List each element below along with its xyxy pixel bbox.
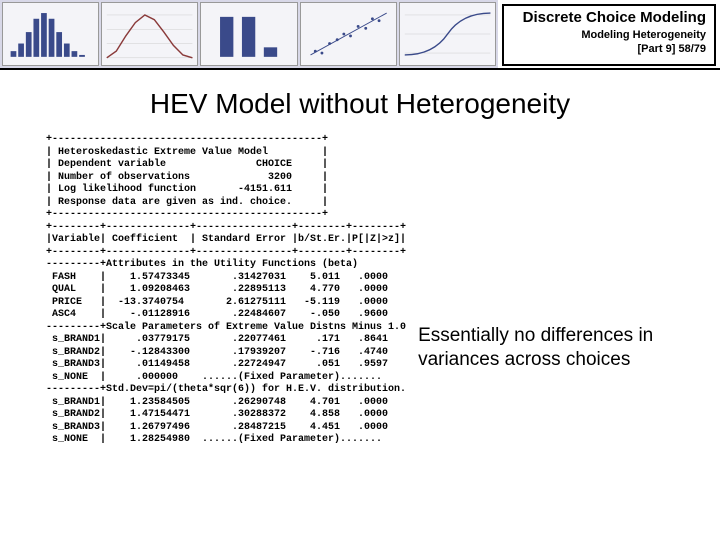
mini-chart-line — [101, 2, 198, 66]
model-output: +---------------------------------------… — [46, 134, 406, 447]
title-part: [Part 9] 58/79 — [512, 43, 706, 55]
mini-chart-histogram — [2, 2, 99, 66]
side-note: Essentially no differences in variances … — [418, 134, 700, 447]
title-box: Discrete Choice Modeling Modeling Hetero… — [502, 4, 716, 66]
title-main: Discrete Choice Modeling — [512, 10, 706, 27]
mini-chart-scatter — [300, 2, 397, 66]
mini-chart-bars — [200, 2, 297, 66]
header-band: Discrete Choice Modeling Modeling Hetero… — [0, 0, 720, 70]
mini-chart-sigmoid — [399, 2, 496, 66]
slide-title: HEV Model without Heterogeneity — [0, 88, 720, 120]
content-row: +---------------------------------------… — [0, 120, 720, 447]
title-sub: Modeling Heterogeneity — [512, 29, 706, 41]
chart-strip — [0, 0, 498, 68]
